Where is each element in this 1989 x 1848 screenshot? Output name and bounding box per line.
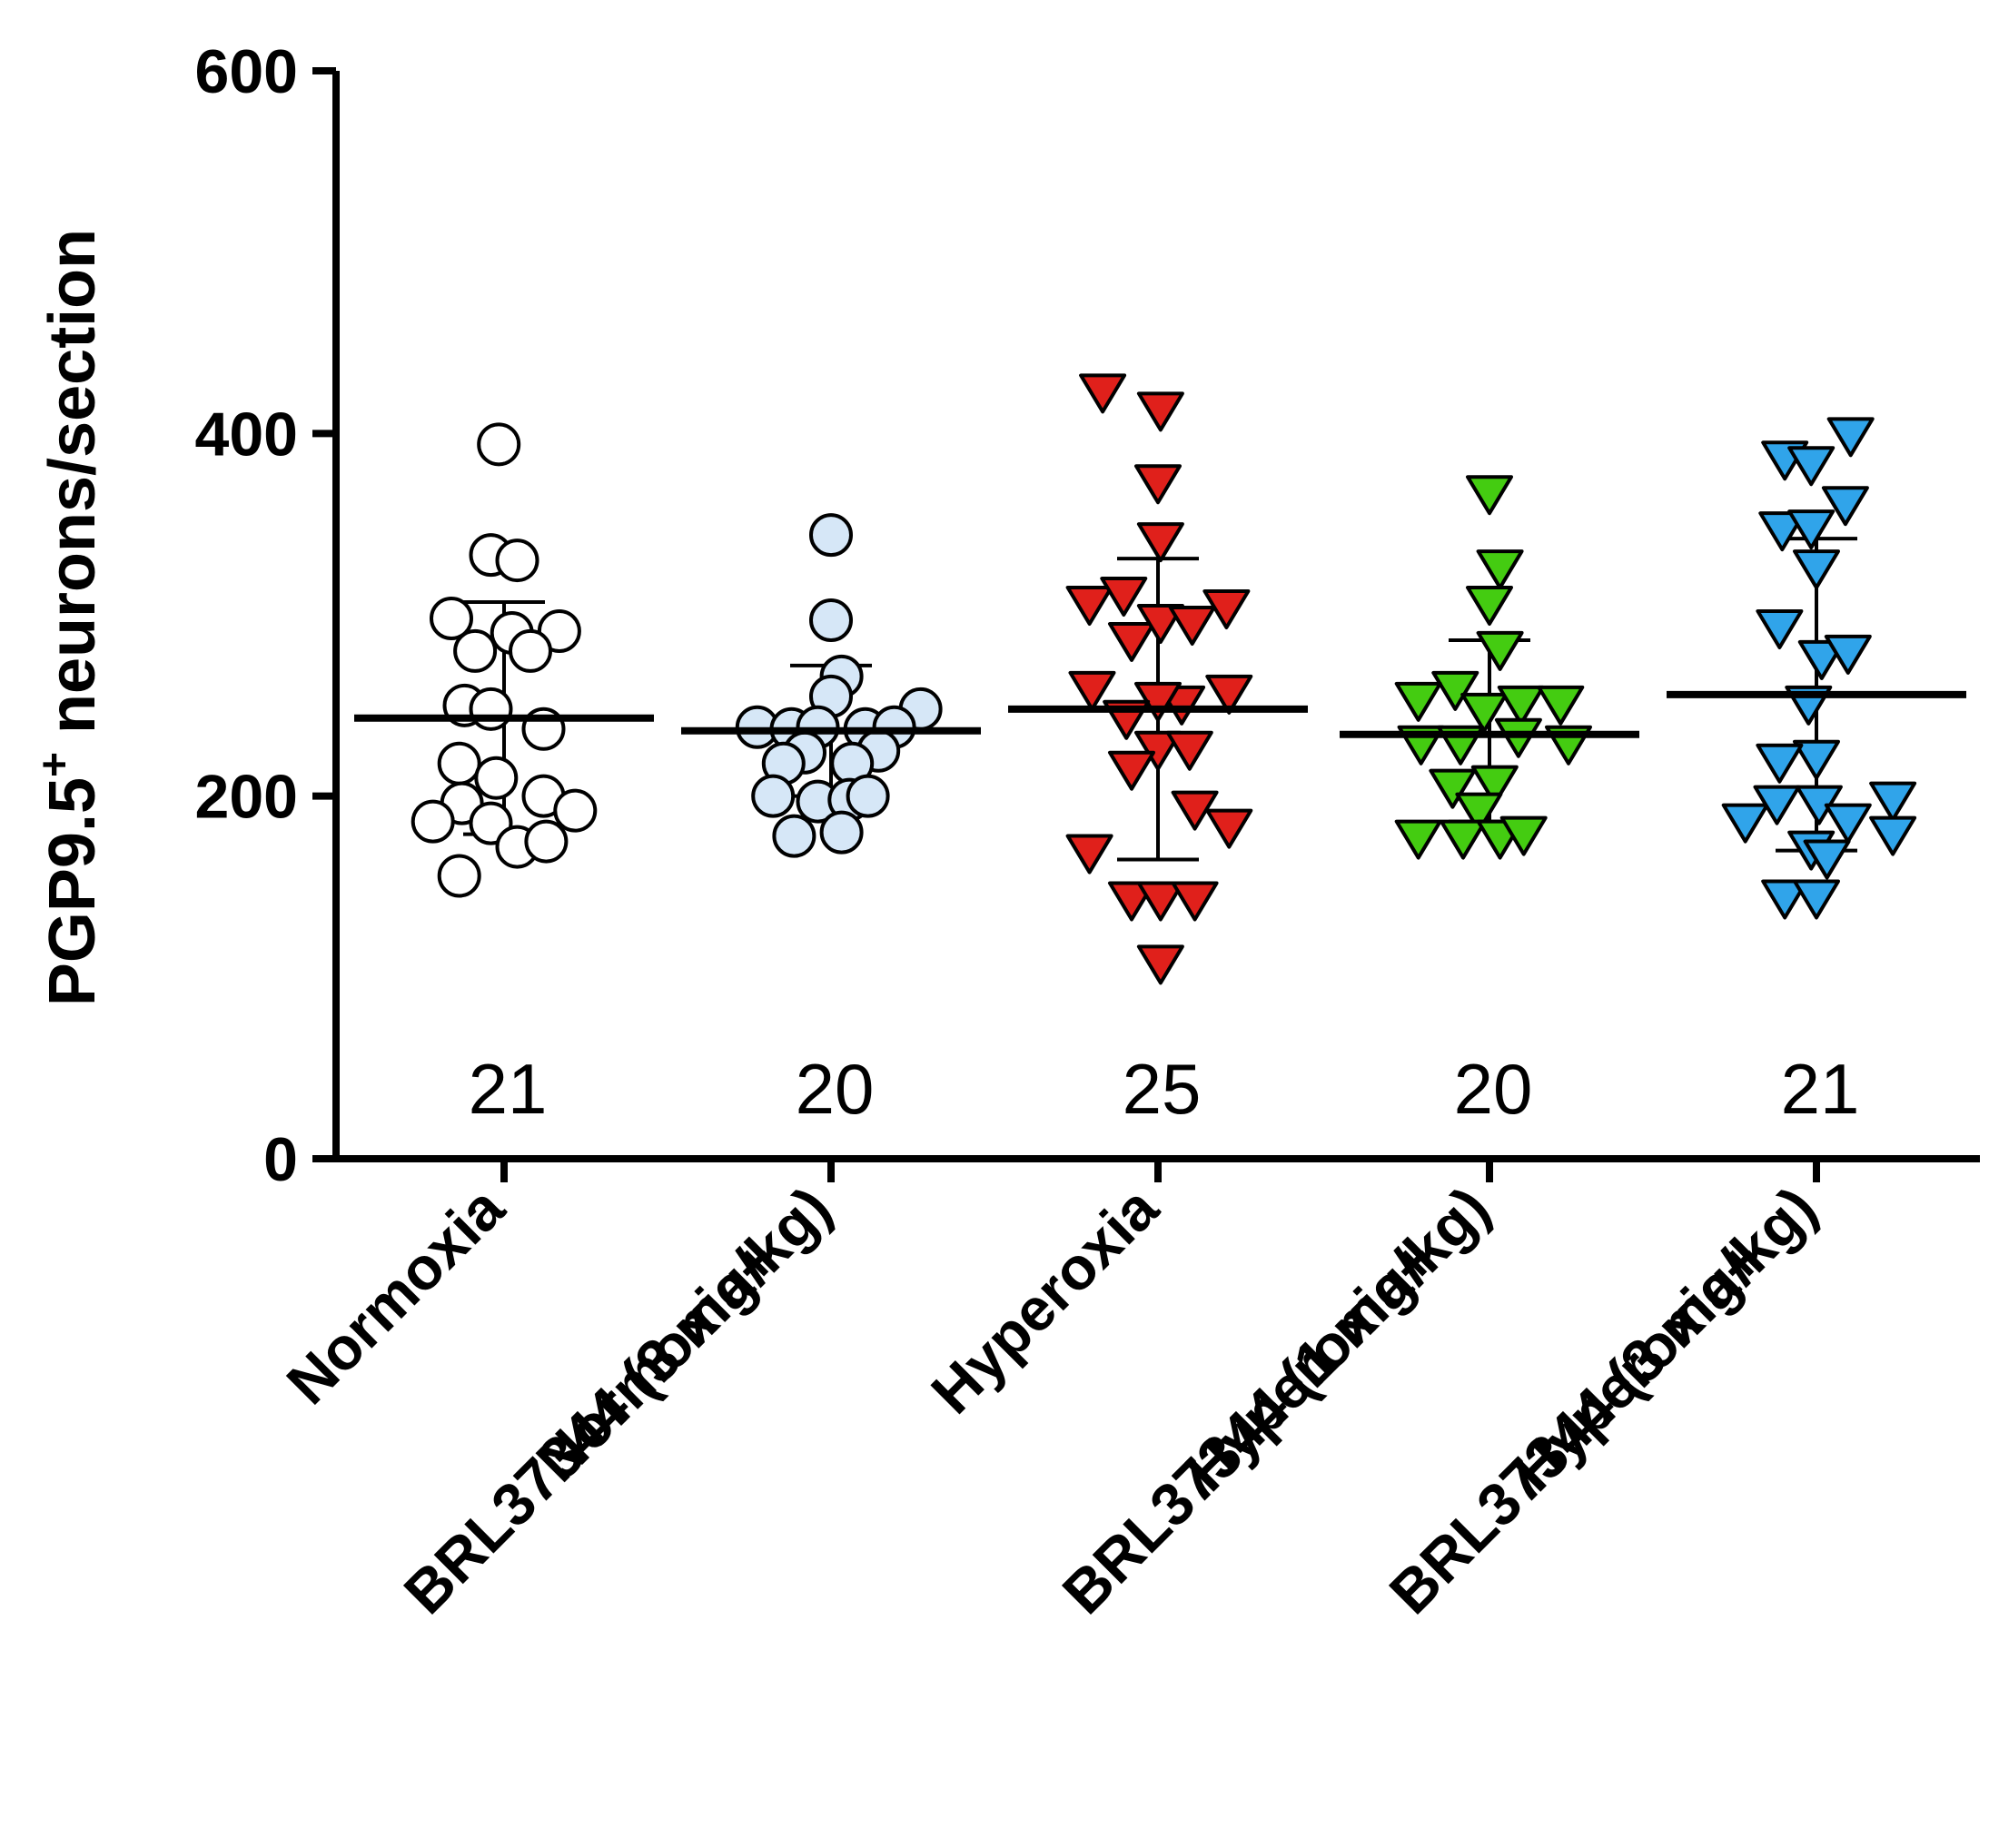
data-point-circle (809, 513, 853, 558)
data-point-circle (751, 774, 796, 818)
data-point-triangle (1499, 815, 1548, 856)
data-point-triangle (1065, 586, 1113, 627)
data-point-circle (474, 756, 519, 800)
data-point-triangle (1824, 803, 1872, 844)
data-point-circle (437, 854, 481, 898)
data-point-triangle (1205, 808, 1253, 849)
data-point-triangle (1869, 781, 1917, 822)
data-point-triangle (1394, 681, 1442, 722)
data-point-triangle (1821, 486, 1869, 527)
data-point-triangle (1761, 879, 1809, 920)
data-point-triangle (1803, 839, 1851, 880)
data-point-circle (453, 628, 498, 673)
data-point-triangle (1134, 464, 1182, 505)
data-point-circle (437, 741, 481, 786)
data-point-triangle (1824, 634, 1872, 675)
y-tick-label: 200 (195, 763, 298, 832)
y-axis-label: PGP9.5+ neurons/section (31, 229, 109, 1006)
sample-size-label: 25 (1123, 1049, 1202, 1129)
data-point-triangle (1440, 819, 1487, 860)
data-point-triangle (1787, 446, 1836, 487)
data-point-triangle (1068, 670, 1116, 711)
data-point-triangle (1787, 509, 1836, 550)
data-point-triangle (1721, 803, 1769, 844)
data-point-triangle (1202, 589, 1251, 630)
data-point-triangle (1136, 944, 1184, 985)
data-point-triangle (1793, 549, 1840, 590)
data-point-circle (846, 774, 890, 818)
data-point-triangle (1476, 549, 1524, 590)
sample-size-label: 21 (469, 1049, 548, 1129)
data-point-triangle (1793, 739, 1840, 780)
data-point-circle (430, 596, 473, 640)
data-point-triangle (1136, 881, 1184, 922)
data-point-triangle (1826, 417, 1875, 458)
sample-size-label: 20 (796, 1049, 875, 1129)
data-point-triangle (1460, 692, 1509, 733)
data-point-triangle (1136, 522, 1184, 563)
data-point-circle (411, 799, 455, 844)
data-point-triangle (1756, 743, 1804, 784)
x-category-label: Hyperoxia (918, 1173, 1172, 1427)
data-point-circle (524, 819, 569, 864)
data-point-triangle (1758, 511, 1806, 552)
y-tick-label: 600 (195, 37, 298, 106)
data-point-triangle (1136, 391, 1184, 432)
data-point-triangle (1455, 792, 1503, 833)
data-point-triangle (1108, 621, 1155, 662)
data-point-triangle (1476, 630, 1524, 671)
data-point-triangle (1431, 670, 1479, 711)
sample-size-label: 20 (1454, 1049, 1533, 1129)
data-point-triangle (1165, 730, 1213, 771)
data-point-triangle (1429, 768, 1477, 809)
data-point-triangle (1756, 608, 1804, 649)
data-point-triangle (1065, 834, 1113, 875)
data-point-triangle (1168, 605, 1216, 646)
axes: 0 200 400 600 (195, 37, 1980, 1194)
sample-size-label: 21 (1781, 1049, 1860, 1129)
data-point-triangle (1394, 819, 1442, 860)
data-point-circle (477, 422, 521, 467)
y-axis-label-rest: neurons/section (36, 229, 109, 752)
data-point-circle (553, 788, 598, 833)
data-point-triangle (1537, 685, 1585, 726)
data-point-circle (495, 539, 539, 583)
data-point-triangle (1797, 639, 1846, 680)
data-point-circle (469, 687, 513, 731)
data-point-circle (772, 814, 816, 858)
data-point-triangle (1466, 475, 1513, 516)
data-point-triangle (1869, 815, 1917, 856)
data-point-triangle (1108, 750, 1155, 791)
data-point-triangle (1497, 685, 1545, 726)
data-point-circle (809, 598, 853, 642)
y-tick-label: 0 (263, 1125, 298, 1194)
data-point-triangle (1205, 674, 1253, 715)
data-point-circle (509, 628, 552, 673)
data-point-triangle (1171, 881, 1219, 922)
data-points (354, 373, 1966, 985)
data-point-triangle (1136, 603, 1184, 644)
data-point-circle (819, 810, 864, 855)
y-axis-label-main: PGP9.5 (36, 777, 109, 1006)
y-axis-label-superscript: + (31, 752, 79, 777)
data-point-triangle (1793, 879, 1840, 920)
data-point-triangle (1470, 765, 1519, 805)
data-point-triangle (1753, 785, 1801, 825)
y-tick-label: 400 (195, 400, 298, 469)
data-point-triangle (1100, 577, 1148, 618)
data-point-triangle (1466, 586, 1513, 627)
data-point-triangle (1079, 373, 1127, 414)
x-category-label: Normoxia (273, 1173, 517, 1417)
